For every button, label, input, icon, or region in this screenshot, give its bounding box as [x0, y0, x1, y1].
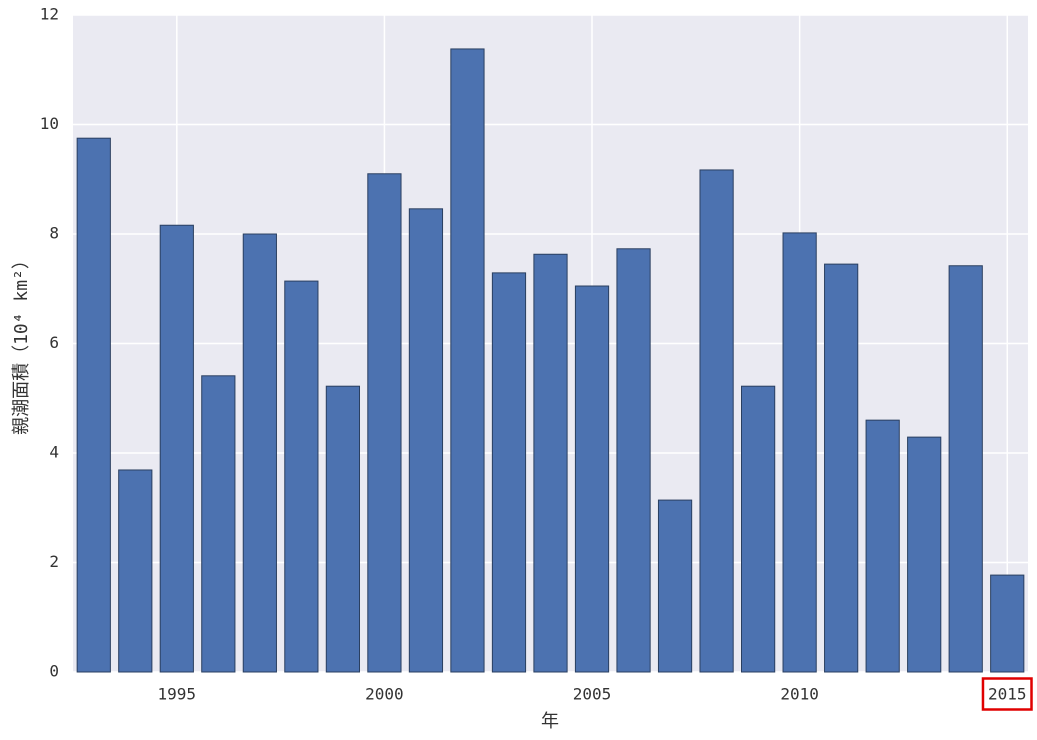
highlight-box	[981, 677, 1033, 711]
bar	[657, 499, 693, 673]
bar	[118, 469, 153, 673]
bar	[782, 232, 817, 673]
bar	[907, 436, 942, 673]
bar	[367, 173, 402, 673]
x-tick-label: 2015	[988, 685, 1027, 704]
bar	[201, 375, 236, 673]
x-tick-label: 1995	[158, 685, 197, 704]
y-tick-label: 2	[49, 552, 59, 571]
y-tick-label: 6	[49, 333, 59, 352]
bar	[824, 263, 859, 673]
y-tick-label: 0	[49, 662, 59, 681]
y-tick-label: 10	[40, 114, 59, 133]
bar	[865, 419, 900, 673]
x-tick-label: 2010	[780, 685, 819, 704]
bar	[699, 169, 734, 673]
bar	[491, 272, 527, 673]
y-tick-label: 8	[49, 224, 59, 243]
bar	[948, 265, 983, 673]
bar	[242, 233, 277, 673]
y-tick-label: 4	[49, 443, 59, 462]
bar	[616, 248, 651, 673]
bar	[159, 224, 194, 673]
bar	[574, 285, 610, 673]
bar	[450, 48, 485, 673]
bar	[76, 137, 111, 673]
bar	[284, 280, 319, 673]
x-axis-label: 年	[541, 711, 559, 732]
bar	[741, 385, 776, 673]
x-tick-label: 2000	[365, 685, 404, 704]
bar	[325, 385, 361, 673]
y-axis-label: 親潮面積（10⁴ km²）	[11, 251, 32, 435]
y-tick-label: 12	[40, 5, 59, 24]
x-tick-label: 2005	[573, 685, 612, 704]
bar	[533, 253, 568, 673]
bar	[408, 208, 444, 673]
bar	[990, 574, 1025, 673]
